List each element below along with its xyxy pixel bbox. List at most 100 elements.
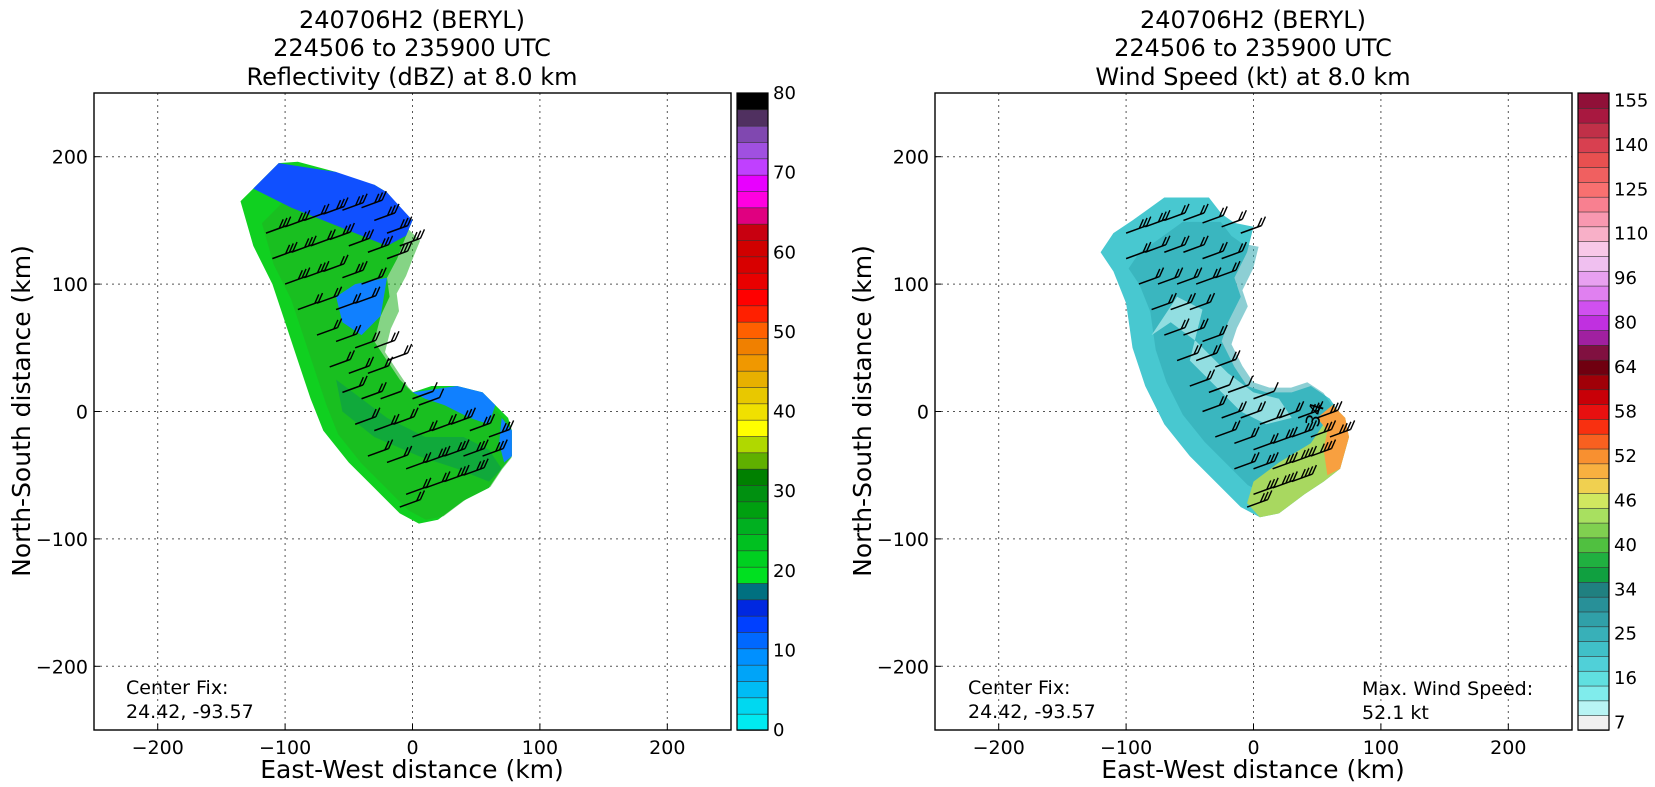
wind-barb-flag [403,217,409,228]
wind-barb-flag [1241,209,1247,220]
wind-barb [1125,216,1152,234]
wind-barb [1125,241,1152,260]
wind-x-axis-label: East-West distance (km) [1101,755,1405,784]
x-tick-label: 200 [1490,737,1526,759]
colorbar-frame [736,92,769,731]
wind-barb-flag [1199,319,1206,330]
wind-title-line2: 224506 to 235900 UTC [1114,34,1392,62]
wind-barb-flag [316,263,323,274]
wind-barb-flag [342,225,348,235]
colorbar-tick-label: 16 [1614,668,1637,689]
colorbar-swatch [1577,344,1610,361]
wind-barb-flag [286,216,292,226]
reflectivity-title-line1: 240706H2 (BERYL) [299,6,525,34]
colorbar-swatch [1577,566,1610,583]
wind-barb [1189,292,1216,311]
wind-y-ticks: −200 −100 0 100 200 [877,147,941,678]
wind-barb-flag [365,357,371,368]
wind-barb-flag [399,244,405,255]
wind-barb-flag [362,260,368,271]
max-wind-speed-value: 52.1 kt [1362,702,1429,724]
wind-barb-flag [1250,427,1256,438]
wind-barb-flag [355,196,361,206]
wind-barb [329,350,356,368]
wind-barb-flag [320,204,326,215]
colorbar-swatch [1577,448,1610,465]
reflectivity-low-echo-patch [412,386,496,425]
wind-barb [1183,235,1209,253]
colorbar-swatch [1577,285,1610,302]
wind-barb-flag [1319,443,1325,453]
colorbar-swatch [736,615,769,633]
wind-barb [361,381,387,400]
wind-barb-flag [476,441,482,452]
wind-barb [284,209,311,228]
wind-barb [482,439,508,457]
wind-barb [1234,426,1260,445]
wind-barb-flag [352,325,358,336]
reflectivity-y-ticks: −200 −100 0 100 200 [36,147,100,678]
wind-barb [463,458,489,476]
colorbar-swatch [736,109,769,127]
wind-barb [323,254,349,273]
colorbar-tick-label: 10 [773,640,796,661]
wind-barb [374,330,400,349]
wind-barb-flag [1184,203,1190,214]
wind-barb-flag [1212,345,1218,355]
wind-barb-flag [375,286,381,296]
wind-barb [1310,420,1337,438]
wind-barb-flag [445,471,451,481]
wind-barb-staff [380,390,402,400]
wind-barb-flag [1300,468,1306,479]
wind-barb-flag [432,381,438,392]
wind-barb-flag [419,229,426,239]
wind-barb [1195,267,1222,285]
wind-title-line3: Wind Speed (kt) at 8.0 km [1095,63,1410,91]
wind-barb-flag [311,235,317,246]
wind-barb-flag [339,255,345,266]
wind-barb-flag [441,472,447,483]
colorbar-swatch [1577,463,1610,479]
wind-barb-flag [1285,429,1291,439]
wind-barb-flag [1212,268,1218,279]
wind-barb-flag [1235,350,1241,360]
colorbar-tick-label: 80 [1614,313,1637,334]
wind-barb-flag [1209,292,1216,303]
colorbar-swatch [736,517,769,535]
wind-barb-flag [1203,318,1209,328]
wind-barb [1221,241,1247,260]
wind-center-fix-value: 24.42, -93.57 [968,701,1096,723]
wind-barb-flag [368,356,375,367]
colorbar-swatch [1577,374,1610,391]
wind-barb-flag [1342,422,1348,433]
wind-barb-flag [456,467,463,478]
wind-barb [1291,445,1318,464]
wind-barb-flag [349,222,356,233]
x-tick-label: 100 [1363,737,1399,759]
wind-barb-flag [1269,453,1276,463]
wind-barb [361,267,387,285]
y-tick-label: 200 [52,147,88,169]
colorbar-tick-label: 52 [1614,446,1637,467]
colorbar-swatch [736,370,769,388]
wind-barb [1151,292,1177,311]
reflectivity-title-line2: 224506 to 235900 UTC [273,34,551,62]
wind-barb-flag [505,421,511,432]
wind-barb [412,381,438,400]
wind-barb [316,286,343,304]
wind-barb [367,439,394,457]
wind-barb-flag [1146,241,1152,252]
y-tick-label: −200 [36,656,88,678]
wind-barb-flag [1330,439,1337,449]
wind-barb [1234,452,1260,470]
wind-barb-flag [437,448,444,458]
wind-barb-flag [394,330,400,341]
wind-center-fix-label: Center Fix: [968,677,1070,699]
colorbar-frame [1577,92,1610,731]
wind-barb-flag [1206,370,1212,381]
wind-barb-flag [1248,375,1254,386]
colorbar-swatch [736,288,769,307]
wind-barb-flag [361,231,367,242]
wind-y-axis-label: North-South distance (km) [848,245,877,577]
wind-barb-flag [326,230,333,240]
